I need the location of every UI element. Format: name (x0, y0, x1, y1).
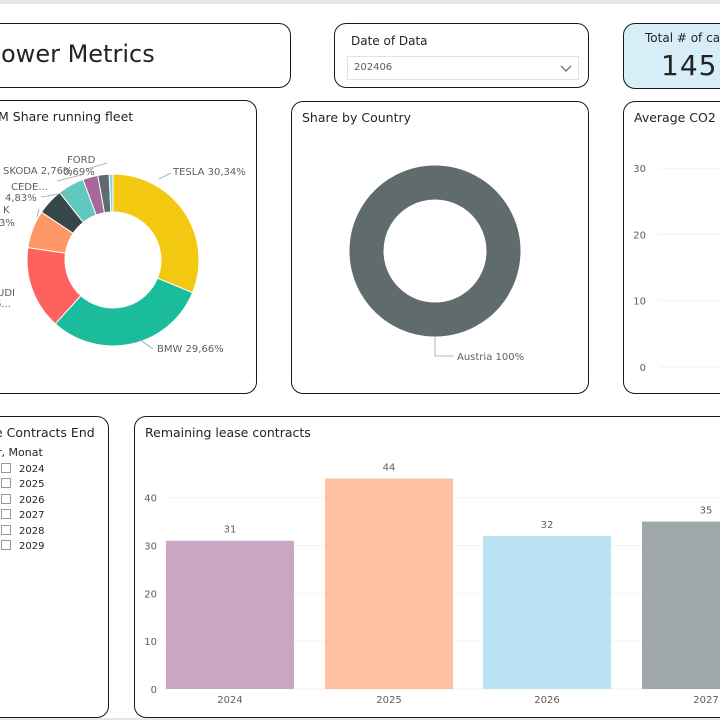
brand-share-title: M Share running fleet (0, 109, 134, 124)
lease-y-tick: 20 (144, 589, 157, 600)
slicer-option-label: 2029 (19, 541, 45, 552)
slicer-option-2024[interactable]: 2024 (1, 463, 44, 477)
kpi-card: Total # of cars 145 (623, 23, 720, 89)
brand-label-connector (36, 208, 40, 218)
date-filter-card: Date of Data 202406 (334, 23, 589, 88)
co2-y-tick: 0 (640, 363, 646, 374)
slicer-option-2028[interactable]: 2028 (1, 524, 45, 539)
co2-y-tick: 10 (633, 297, 646, 308)
brand-data-label: K (3, 205, 10, 216)
page-title: ower Metrics (1, 40, 155, 68)
country-data-label: Austria 100% (457, 352, 524, 363)
checkbox-icon[interactable] (1, 509, 11, 520)
checkbox-icon[interactable] (1, 493, 11, 504)
brand-data-label: BMW 29,66% (157, 344, 224, 355)
lease-bar-chart: 0 10 20 30 40 31 2024 44 2025 32 2026 35 2027 (144, 463, 720, 706)
lease-bar-2025[interactable] (325, 478, 453, 689)
checkbox-icon[interactable] (1, 524, 11, 535)
lease-slicer-title: e Contracts End (0, 425, 95, 440)
brand-data-label: 4,83% (5, 193, 37, 204)
country-slice-austria[interactable] (348, 164, 522, 338)
lease-chart-title: Remaining lease contracts (145, 425, 311, 440)
kpi-label: Total # of cars (645, 31, 720, 45)
lease-x-tick: 2027 (693, 695, 718, 706)
lease-bar-2024[interactable] (166, 540, 294, 689)
country-label-connector (434, 337, 454, 357)
country-share-card: Share by Country Austria 100% (291, 101, 589, 394)
brand-data-label: FORD (67, 155, 96, 166)
brand-data-label: TESLA 30,34% (172, 167, 246, 178)
brand-label-connector (138, 338, 154, 350)
slicer-option-label: 2028 (19, 525, 45, 537)
lease-bar-value-label: 44 (383, 463, 396, 474)
slicer-option-label: 2025 (19, 479, 45, 491)
brand-data-label: 6... (0, 299, 11, 310)
slicer-option-2025[interactable]: 2025 (1, 478, 44, 492)
lease-chart-card: Remaining lease contracts 0 10 20 30 40 31 202… (134, 416, 720, 718)
slicer-option-2026[interactable]: 2026 (1, 493, 45, 508)
brand-data-label: CEDE... (11, 182, 48, 193)
slicer-option-label: 2027 (19, 510, 45, 522)
brand-slice-tesla[interactable] (112, 173, 200, 294)
slicer-option-label: 2026 (19, 494, 45, 506)
slicer-option-2027[interactable]: 2027 (1, 509, 44, 523)
lease-slicer-field: r, Monat (0, 446, 43, 459)
lease-y-tick: 0 (151, 685, 157, 696)
header-card: ower Metrics (0, 23, 291, 88)
lease-x-tick: 2024 (217, 695, 242, 706)
lease-x-tick: 2026 (534, 695, 559, 706)
brand-data-label: 0,69% (63, 167, 95, 178)
co2-y-tick: 30 (633, 164, 646, 175)
brand-label-connector (86, 162, 108, 170)
lease-bar-value-label: 35 (700, 506, 713, 517)
lease-bar-value-label: 32 (541, 520, 554, 531)
slicer-option-2029[interactable]: 2029 (1, 540, 44, 554)
brand-label-connector (56, 174, 82, 182)
lease-bar-2027[interactable] (642, 521, 720, 689)
co2-y-tick: 20 (633, 230, 646, 241)
checkbox-icon[interactable] (1, 463, 11, 473)
checkbox-icon[interactable] (1, 540, 11, 550)
chevron-down-icon (560, 65, 572, 72)
lease-slicer-card: e Contracts End r, Monat 2024 2025 2026 202… (0, 416, 109, 718)
checkbox-icon[interactable] (1, 478, 11, 489)
lease-y-tick: 10 (144, 637, 157, 648)
country-donut-chart: Austria 100% (348, 164, 524, 363)
brand-label-connector (40, 191, 72, 198)
brand-slice-bmw[interactable] (54, 277, 194, 347)
brand-data-label: 3% (0, 218, 15, 229)
slicer-option-label: 2024 (19, 464, 45, 475)
lease-x-tick: 2025 (376, 695, 401, 706)
date-filter-label: Date of Data (351, 34, 428, 48)
lease-slicer-list: 2024 2025 2026 2027 2028 2029 (1, 463, 101, 563)
brand-share-card: M Share running fleet TESLA 30,34% BMW 29… (0, 100, 257, 394)
date-filter-value: 202406 (354, 62, 393, 73)
brand-slice-other-2[interactable] (108, 173, 114, 213)
co2-chart: 0 10 20 30 (633, 164, 720, 374)
date-filter-dropdown[interactable]: 202406 (347, 56, 579, 80)
report-canvas: ower Metrics Date of Data 202406 Total #… (0, 4, 720, 718)
lease-y-tick: 40 (144, 494, 157, 505)
kpi-value: 145 (661, 49, 718, 82)
brand-data-label: UDI (0, 288, 15, 299)
co2-title: Average CO2 va (634, 110, 720, 125)
lease-bar-2026[interactable] (483, 535, 611, 689)
lease-y-tick: 30 (144, 542, 157, 553)
co2-card: Average CO2 va 0 10 20 30 (623, 101, 720, 394)
brand-donut-chart: TESLA 30,34% BMW 29,66% UDI6... K 3% CEDE...4… (0, 155, 246, 355)
brand-label-connector (158, 172, 172, 180)
country-share-title: Share by Country (302, 110, 412, 125)
brand-data-label: SKODA 2,76% (3, 166, 73, 177)
lease-bar-value-label: 31 (224, 525, 237, 536)
